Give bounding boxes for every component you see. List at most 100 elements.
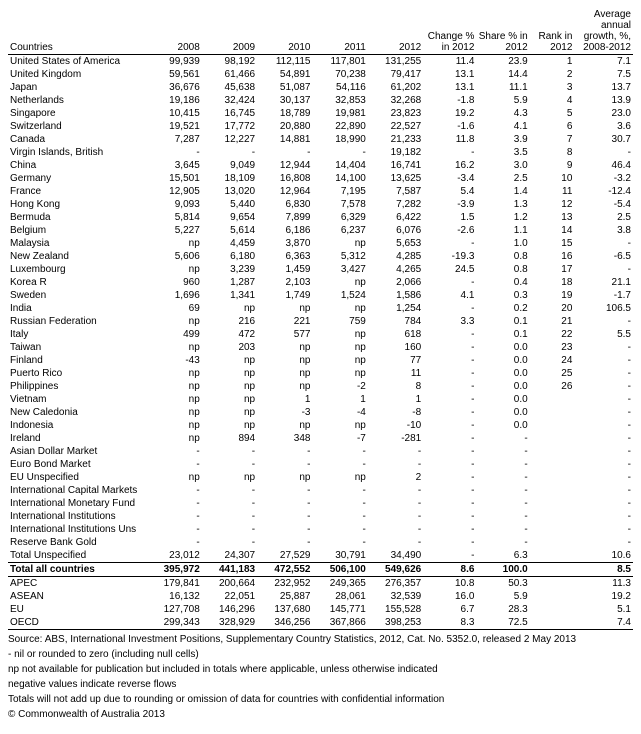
cell-value: np xyxy=(202,419,257,432)
total-value: 441,183 xyxy=(202,563,257,577)
country-label: Japan xyxy=(8,81,146,94)
cell-value: 32,424 xyxy=(202,94,257,107)
cell-value: 3,645 xyxy=(146,159,201,172)
cell-value: 14,100 xyxy=(312,172,367,185)
cell-value: np xyxy=(312,302,367,315)
total-label: Total all countries xyxy=(8,563,146,577)
table-row: International Capital Markets-------- xyxy=(8,484,633,497)
cell-value: np xyxy=(146,393,201,406)
table-row: Singapore10,41516,74518,78919,98123,8231… xyxy=(8,107,633,120)
table-row: Switzerland19,52117,77220,88022,89022,52… xyxy=(8,120,633,133)
cell-value: 23,823 xyxy=(368,107,423,120)
total-value: 472,552 xyxy=(257,563,312,577)
cell-value: 77 xyxy=(368,354,423,367)
cell-value: 11 xyxy=(530,185,575,198)
cell-value: 5.9 xyxy=(476,94,529,107)
cell-value: - xyxy=(312,484,367,497)
cell-value: 19,186 xyxy=(146,94,201,107)
cell-value: 5,440 xyxy=(202,198,257,211)
country-label: International Institutions Uns xyxy=(8,523,146,536)
cell-value: np xyxy=(257,471,312,484)
cell-value: 1,254 xyxy=(368,302,423,315)
cell-value: -43 xyxy=(146,354,201,367)
cell-value: 3.6 xyxy=(574,120,633,133)
cell-value: 894 xyxy=(202,432,257,445)
cell-value: 6,237 xyxy=(312,224,367,237)
cell-value: - xyxy=(423,497,476,510)
group-value: 8.3 xyxy=(423,616,476,630)
footnote-line: negative values indicate reverse flows xyxy=(8,677,633,692)
cell-value: 7,287 xyxy=(146,133,201,146)
cell-value: - xyxy=(368,523,423,536)
cell-value: - xyxy=(423,341,476,354)
table-row: International Institutions-------- xyxy=(8,510,633,523)
cell-value: - xyxy=(423,536,476,549)
cell-value: 59,561 xyxy=(146,68,201,81)
cell-value: -1.7 xyxy=(574,289,633,302)
cell-value: 23.0 xyxy=(574,107,633,120)
cell-value: 18,109 xyxy=(202,172,257,185)
cell-value: 8 xyxy=(368,380,423,393)
cell-value: 0.4 xyxy=(476,276,529,289)
cell-value: - xyxy=(423,458,476,471)
cell-value: 21 xyxy=(530,315,575,328)
cell-value: 0.1 xyxy=(476,315,529,328)
table-row: China3,6459,04912,94414,40416,74116.23.0… xyxy=(8,159,633,172)
cell-value xyxy=(530,406,575,419)
group-value: 32,539 xyxy=(368,590,423,603)
table-row: Hong Kong9,0935,4406,8307,5787,282-3.91.… xyxy=(8,198,633,211)
cell-value: 3,870 xyxy=(257,237,312,250)
country-label: Switzerland xyxy=(8,120,146,133)
cell-value: 22 xyxy=(530,328,575,341)
cell-value: 14,404 xyxy=(312,159,367,172)
cell-value: np xyxy=(257,354,312,367)
cell-value: 2,066 xyxy=(368,276,423,289)
cell-value: 12,944 xyxy=(257,159,312,172)
group-value: 155,528 xyxy=(368,603,423,616)
cell-value: 22,527 xyxy=(368,120,423,133)
cell-value: 131,255 xyxy=(368,55,423,69)
table-row: Virgin Islands, British----19,182-3.58- xyxy=(8,146,633,159)
cell-value: 4.1 xyxy=(423,289,476,302)
total-value: 8.5 xyxy=(574,563,633,577)
cell-value: np xyxy=(312,367,367,380)
cell-value: -5.4 xyxy=(574,198,633,211)
table-row: Belgium5,2275,6146,1866,2376,076-2.61.11… xyxy=(8,224,633,237)
cell-value: 0.3 xyxy=(476,289,529,302)
cell-value: 34,490 xyxy=(368,549,423,563)
cell-value: np xyxy=(257,367,312,380)
col-header: Change % in 2012 xyxy=(423,8,476,55)
cell-value: - xyxy=(423,510,476,523)
cell-value: 2 xyxy=(368,471,423,484)
cell-value: - xyxy=(257,445,312,458)
cell-value: - xyxy=(312,510,367,523)
footnote-line: Totals will not add up due to rounding o… xyxy=(8,692,633,707)
col-header: 2008 xyxy=(146,8,201,55)
cell-value: 784 xyxy=(368,315,423,328)
country-label: International Institutions xyxy=(8,510,146,523)
country-label: Virgin Islands, British xyxy=(8,146,146,159)
cell-value: - xyxy=(476,497,529,510)
table-row: Japan36,67645,63851,08754,11661,20213.11… xyxy=(8,81,633,94)
cell-value xyxy=(530,432,575,445)
country-label: Sweden xyxy=(8,289,146,302)
cell-value: -2 xyxy=(312,380,367,393)
cell-value: 0.1 xyxy=(476,328,529,341)
country-label: Taiwan xyxy=(8,341,146,354)
cell-value: - xyxy=(312,146,367,159)
group-value xyxy=(530,616,575,630)
cell-value: - xyxy=(146,458,201,471)
col-header: 2010 xyxy=(257,8,312,55)
group-value: 16,132 xyxy=(146,590,201,603)
group-label: EU xyxy=(8,603,146,616)
cell-value: - xyxy=(312,523,367,536)
cell-value: 24,307 xyxy=(202,549,257,563)
cell-value: 759 xyxy=(312,315,367,328)
table-row: New Zealand5,6066,1806,3635,3124,285-19.… xyxy=(8,250,633,263)
table-row: Bermuda5,8149,6547,8996,3296,4221.51.213… xyxy=(8,211,633,224)
cell-value: 5 xyxy=(530,107,575,120)
cell-value: - xyxy=(476,432,529,445)
cell-value: 70,238 xyxy=(312,68,367,81)
cell-value: - xyxy=(202,523,257,536)
cell-value: - xyxy=(574,393,633,406)
